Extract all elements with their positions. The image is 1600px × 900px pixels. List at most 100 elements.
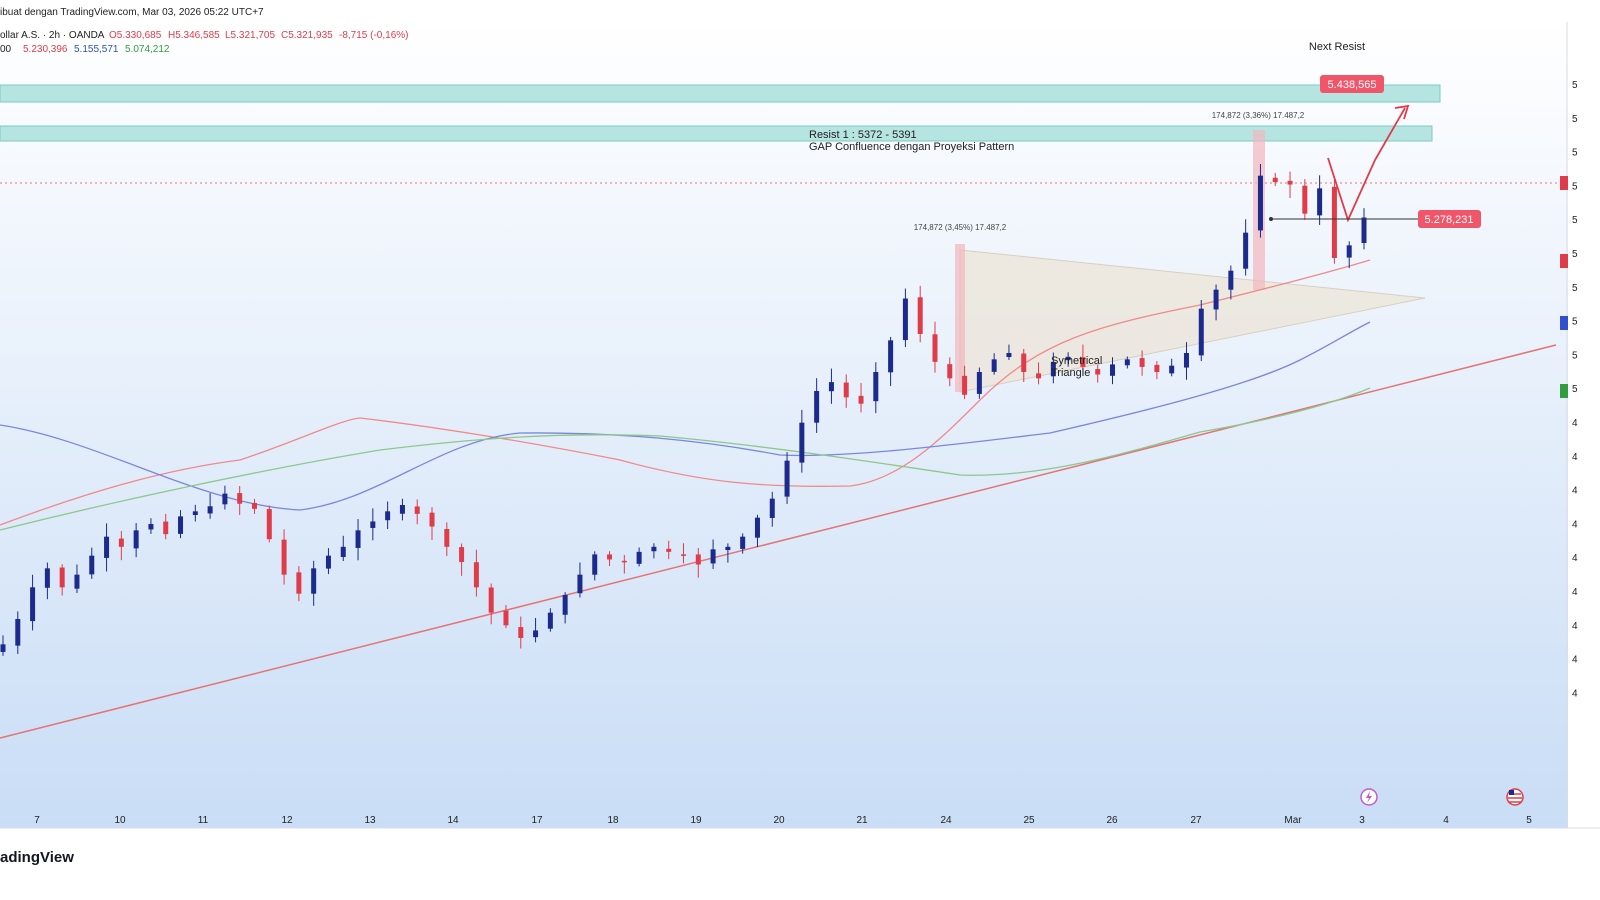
candle[interactable] xyxy=(1317,188,1323,216)
candle[interactable] xyxy=(163,521,169,535)
candle[interactable] xyxy=(1243,232,1249,269)
ohlc-legend[interactable]: ollar A.S. · 2h · OANDA O5.330,685 H5.34… xyxy=(0,30,408,41)
candle[interactable] xyxy=(370,521,376,528)
candle[interactable] xyxy=(429,512,435,527)
candle[interactable] xyxy=(547,612,553,629)
ma20-line[interactable] xyxy=(0,259,1371,526)
candle[interactable] xyxy=(1346,245,1352,258)
candle[interactable] xyxy=(1065,356,1071,361)
candle[interactable] xyxy=(651,546,657,552)
resist-1-zone[interactable] xyxy=(0,125,1433,142)
candle[interactable] xyxy=(962,375,968,395)
candle[interactable] xyxy=(1183,353,1189,368)
candle[interactable] xyxy=(355,530,361,548)
tradingview-logo[interactable]: adingView xyxy=(0,849,74,866)
price-axis[interactable] xyxy=(1568,22,1600,828)
candle[interactable] xyxy=(1036,373,1042,379)
candle[interactable] xyxy=(148,524,154,530)
candle[interactable] xyxy=(133,530,139,549)
candle[interactable] xyxy=(681,554,686,556)
candle[interactable] xyxy=(459,547,465,562)
candle[interactable] xyxy=(1198,308,1204,356)
candle[interactable] xyxy=(1228,270,1234,290)
candle[interactable] xyxy=(843,382,849,398)
candle[interactable] xyxy=(1272,177,1278,182)
candle[interactable] xyxy=(74,574,80,589)
measure-box-1[interactable] xyxy=(955,244,965,392)
candle[interactable] xyxy=(1154,364,1160,372)
candle[interactable] xyxy=(1287,180,1293,185)
candle[interactable] xyxy=(873,372,879,402)
candle[interactable] xyxy=(784,460,790,497)
candle[interactable] xyxy=(754,517,760,538)
candle[interactable] xyxy=(325,555,331,569)
candle[interactable] xyxy=(902,298,908,341)
candle[interactable] xyxy=(710,549,716,564)
candle[interactable] xyxy=(695,554,701,565)
candle[interactable] xyxy=(1080,357,1086,367)
candle[interactable] xyxy=(1110,364,1116,376)
candle[interactable] xyxy=(444,529,450,547)
ma200-line[interactable] xyxy=(0,387,1371,531)
candle[interactable] xyxy=(1139,358,1145,367)
candle[interactable] xyxy=(947,364,953,379)
ma-legend[interactable]: 00 5.230,396 5.155,571 5.074,212 xyxy=(0,44,170,55)
candle[interactable] xyxy=(636,551,642,564)
candle[interactable] xyxy=(266,509,272,540)
candle[interactable] xyxy=(769,498,775,518)
candle[interactable] xyxy=(15,619,21,646)
candle[interactable] xyxy=(399,505,405,514)
candle[interactable] xyxy=(207,506,213,514)
candle[interactable] xyxy=(621,560,627,563)
candle[interactable] xyxy=(30,587,36,622)
candle[interactable] xyxy=(1169,365,1175,374)
candle[interactable] xyxy=(518,627,524,638)
candle[interactable] xyxy=(1331,186,1337,258)
candle[interactable] xyxy=(1213,289,1219,310)
candle[interactable] xyxy=(473,562,479,588)
candle[interactable] xyxy=(858,395,864,404)
candle[interactable] xyxy=(607,554,613,560)
candle[interactable] xyxy=(1257,175,1263,231)
candle[interactable] xyxy=(1050,361,1056,377)
candle[interactable] xyxy=(1006,353,1012,358)
candle[interactable] xyxy=(976,372,982,394)
candle[interactable] xyxy=(917,297,923,334)
candle[interactable] xyxy=(385,511,391,521)
candle[interactable] xyxy=(577,574,583,594)
candle[interactable] xyxy=(222,493,228,505)
candle[interactable] xyxy=(251,502,257,509)
price-low-label[interactable] xyxy=(1418,210,1481,228)
candle[interactable] xyxy=(562,594,568,615)
candle[interactable] xyxy=(414,506,420,514)
trend-line[interactable] xyxy=(0,344,1557,739)
candle[interactable] xyxy=(888,340,894,373)
next-resist-zone[interactable] xyxy=(0,84,1441,103)
candle[interactable] xyxy=(533,630,539,638)
candles[interactable] xyxy=(0,163,1367,656)
candle[interactable] xyxy=(118,538,124,547)
candle[interactable] xyxy=(89,555,95,575)
candle[interactable] xyxy=(296,572,302,594)
candle[interactable] xyxy=(1095,369,1101,375)
candle[interactable] xyxy=(104,536,110,558)
candle[interactable] xyxy=(44,568,50,588)
candle[interactable] xyxy=(59,567,65,588)
lightning-icon[interactable] xyxy=(1360,788,1378,806)
candle[interactable] xyxy=(991,359,997,372)
candle[interactable] xyxy=(178,516,184,534)
candle[interactable] xyxy=(592,554,598,575)
candle[interactable] xyxy=(281,539,287,575)
candle[interactable] xyxy=(488,587,494,613)
candle[interactable] xyxy=(1302,185,1308,214)
candle[interactable] xyxy=(740,536,746,549)
candle[interactable] xyxy=(814,391,820,423)
candle[interactable] xyxy=(0,644,6,652)
candle[interactable] xyxy=(192,511,198,516)
candle[interactable] xyxy=(799,422,805,463)
candle[interactable] xyxy=(503,610,509,626)
candle[interactable] xyxy=(1124,359,1130,366)
candle[interactable] xyxy=(932,334,938,362)
candle[interactable] xyxy=(666,548,672,552)
